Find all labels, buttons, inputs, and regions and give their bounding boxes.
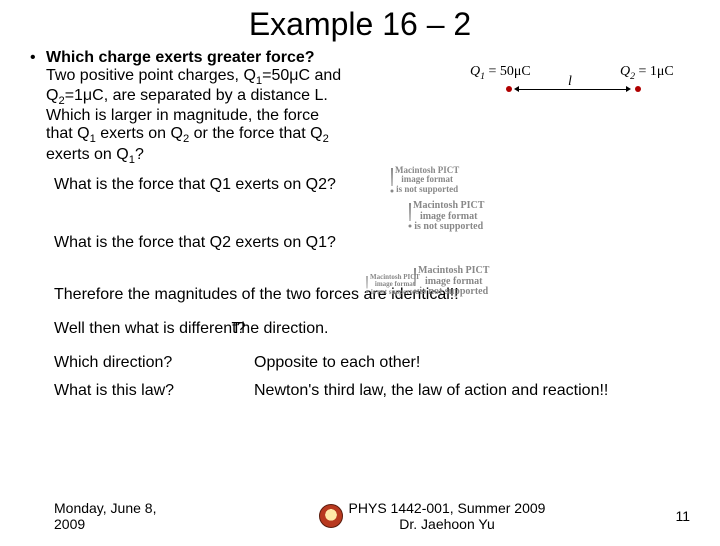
- content-block: What is the force that Q1 exerts on Q2? …: [54, 176, 666, 400]
- which-direction-a: Opposite to each other!: [254, 354, 666, 372]
- bullet-text: Which charge exerts greater force? Two p…: [46, 49, 466, 166]
- distance-line: [518, 89, 628, 90]
- footer-page: 11: [640, 508, 690, 524]
- pict-error-icon: Macintosh PICTimage formatis not support…: [413, 201, 484, 233]
- arrow-right: [626, 86, 631, 92]
- slide-title: Example 16 – 2: [0, 6, 720, 43]
- q-force-21: What is the force that Q2 exerts on Q1?: [54, 234, 666, 252]
- q1-dot: [506, 86, 512, 92]
- well-line: Well then what is different?The directio…: [54, 320, 666, 338]
- q1-label: Q1 = 50μC: [470, 64, 531, 82]
- which-direction-q: Which direction?: [54, 354, 254, 372]
- q-force-12: What is the force that Q1 exerts on Q2?: [54, 176, 666, 194]
- q2-dot: [635, 86, 641, 92]
- law-a: Newton's third law, the law of action an…: [254, 382, 666, 400]
- pict-error-icon: Macintosh PICTimage formatis not support…: [395, 166, 459, 194]
- seal-icon: [319, 504, 343, 528]
- arrow-left: [514, 86, 519, 92]
- pict-error-icon: Macintosh PICTimage formatis not support…: [418, 266, 489, 298]
- bullet-marker: •: [30, 49, 46, 166]
- l-label: l: [568, 74, 572, 90]
- law-q: What is this law?: [54, 382, 254, 400]
- footer-course: PHYS 1442-001, Summer 2009Dr. Jaehoon Yu: [224, 500, 640, 532]
- footer-date: Monday, June 8,2009: [54, 500, 224, 532]
- charge-diagram: Q1 = 50μC Q2 = 1μC l: [470, 64, 700, 104]
- bullet-lead: Which charge exerts greater force?: [46, 49, 315, 66]
- slide-footer: Monday, June 8,2009 PHYS 1442-001, Summe…: [0, 500, 720, 532]
- q2-label: Q2 = 1μC: [620, 64, 674, 82]
- therefore-line: Therefore the magnitudes of the two forc…: [54, 286, 666, 304]
